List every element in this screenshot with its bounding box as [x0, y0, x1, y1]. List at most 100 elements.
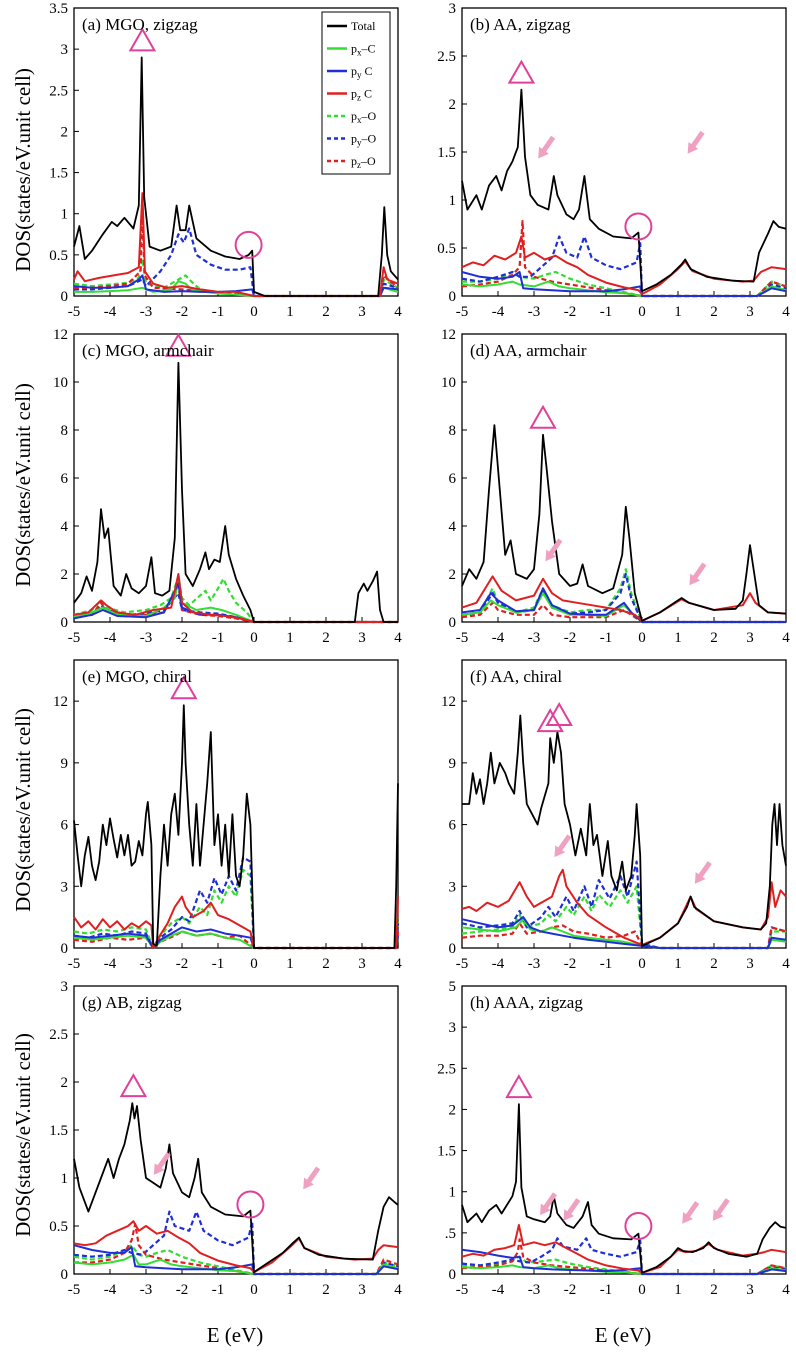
x-tick-label: 0	[250, 630, 258, 646]
peak-triangle-marker	[507, 59, 536, 84]
x-tick-label: -4	[492, 304, 505, 320]
plot-frame	[461, 985, 787, 1275]
peak-triangle-marker	[164, 332, 193, 357]
legend-label-suffix: –O	[360, 154, 376, 168]
series-py-c-line	[73, 1244, 399, 1275]
legend-label-pzC: pz C	[351, 87, 372, 103]
arrow-head	[538, 146, 549, 159]
y-tick-label: 0	[61, 941, 69, 957]
series-total-line	[73, 704, 399, 949]
y-tick-label: 0.5	[437, 241, 456, 257]
peak-triangle-marker	[170, 675, 198, 700]
y-tick-label: 1	[61, 1171, 69, 1187]
pink-arrow-marker	[563, 1198, 581, 1221]
x-tick-label: -4	[104, 1282, 117, 1298]
y-tick-label: 1.5	[49, 166, 68, 182]
pink-arrow-marker	[153, 1152, 171, 1175]
x-tick-label: 4	[782, 304, 790, 320]
peak-triangle-marker	[545, 701, 573, 726]
y-tick-label: 5	[449, 979, 457, 995]
y-tick-label: 1.5	[49, 1123, 68, 1139]
x-tick-label: 1	[674, 1282, 682, 1298]
x-tick-label: 1	[286, 304, 294, 320]
legend-label-main: p	[351, 42, 357, 56]
legend-label-main: p	[351, 154, 357, 168]
plot-frame	[461, 7, 787, 297]
legend-label-main: Total	[351, 19, 376, 33]
y-tick-label: 0	[449, 1267, 457, 1283]
legend-label-sub: z	[357, 160, 361, 170]
x-tick-label: -5	[456, 304, 469, 320]
panel-g: -5 -4 -3 -2 -1 0 1 2 3 4 0 0.5 1 1.5 2 2.5 3 (g) AB, zigz…	[49, 979, 402, 1298]
x-tick-label: 4	[394, 956, 402, 972]
peak-triangle-marker	[529, 404, 557, 429]
x-tick-label: -4	[104, 630, 117, 646]
legend-label-main: p	[351, 132, 357, 146]
x-tick-label: 1	[286, 1282, 294, 1298]
pink-arrow-marker	[303, 1166, 321, 1190]
y-tick-label: 0	[449, 289, 457, 305]
legend-label-sub: y	[357, 138, 362, 148]
x-tick-label: -5	[68, 1282, 81, 1298]
pink-arrow-marker	[540, 1192, 558, 1216]
pink-arrow-marker	[712, 1198, 730, 1221]
x-axis-label-left: E (eV)	[207, 1323, 264, 1347]
x-tick-label: 2	[322, 956, 330, 972]
y-tick-label: 6	[61, 471, 69, 487]
legend-label-pxO: px–O	[351, 109, 377, 125]
y-tick-label: 6	[61, 818, 69, 834]
legend-label-pyO: py–O	[351, 132, 377, 148]
legend-label-suffix: –O	[361, 109, 377, 123]
panel-h: -5 -4 -3 -2 -1 0 1 2 3 4 0 .5 1 1.5 2 2.5 3 5 (h) AAA, zig…	[437, 979, 790, 1298]
series-py-c-line	[461, 271, 787, 297]
y-tick-label: 8	[449, 423, 457, 439]
x-tick-label: 1	[674, 630, 682, 646]
x-tick-label: -5	[68, 956, 81, 972]
x-tick-label: -3	[528, 304, 541, 320]
x-tick-label: -5	[456, 956, 469, 972]
y-tick-label: 0	[449, 941, 457, 957]
legend-label-suffix: C	[361, 87, 372, 101]
y-tick-label: 3	[61, 42, 69, 58]
legend-label-main: p	[351, 87, 357, 101]
panel-title-f: (f) AA, chiral	[470, 667, 562, 686]
y-tick-label: 2	[449, 1102, 457, 1118]
panel-title-e: (e) MGO, chiral	[82, 667, 192, 686]
panel-title-d: (d) AA, armchair	[470, 341, 587, 360]
series-px-c-line	[73, 930, 399, 949]
y-tick-label: 4	[449, 519, 457, 535]
x-tick-label: -3	[140, 630, 153, 646]
y-tick-label: 1	[61, 207, 69, 223]
legend-label-total: Total	[351, 19, 376, 33]
series-total-line	[461, 424, 787, 622]
series-pz-c-line	[461, 1224, 787, 1274]
x-tick-label: -1	[600, 630, 613, 646]
pink-arrow-marker	[694, 861, 712, 884]
x-tick-label: 4	[394, 1282, 402, 1298]
legend-label-pzO: pz–O	[351, 154, 376, 170]
x-tick-label: -2	[176, 304, 189, 320]
series-pz-o-line	[461, 922, 787, 950]
y-tick-label: 0	[449, 615, 457, 631]
plot-frame	[73, 659, 399, 949]
y-tick-label: 3	[61, 979, 69, 995]
series-py-c-line	[461, 916, 787, 949]
x-tick-label: -2	[564, 1282, 577, 1298]
arrow-shaft	[556, 834, 572, 852]
y-tick-label: 9	[61, 756, 69, 772]
y-tick-label: 0	[61, 615, 69, 631]
series-total-line	[73, 1102, 399, 1273]
x-tick-label: -1	[212, 630, 225, 646]
x-tick-label: 0	[250, 304, 258, 320]
pink-arrow-marker	[682, 1201, 700, 1224]
arrow-head	[545, 549, 557, 562]
x-tick-label: 2	[322, 1282, 330, 1298]
x-tick-label: 1	[286, 956, 294, 972]
x-tick-label: 1	[286, 630, 294, 646]
x-tick-label: -2	[176, 1282, 189, 1298]
y-tick-label: 2	[61, 1075, 69, 1091]
x-tick-label: -4	[104, 304, 117, 320]
y-tick-label: 1	[449, 1185, 457, 1201]
